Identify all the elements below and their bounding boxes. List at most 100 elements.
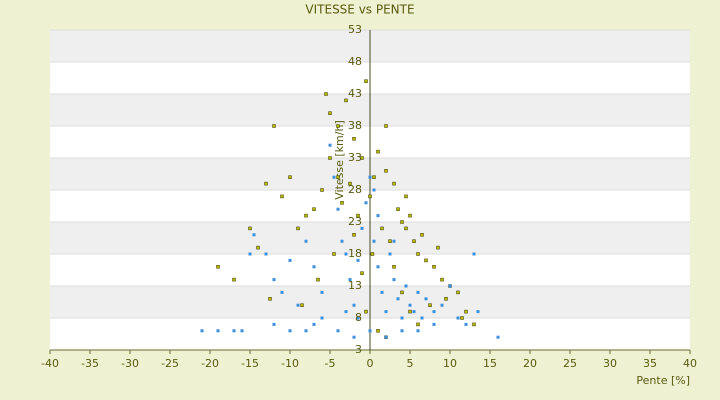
point	[372, 239, 376, 243]
point	[408, 213, 412, 218]
point	[436, 245, 440, 250]
point	[440, 303, 444, 307]
point	[328, 143, 332, 147]
point	[400, 316, 404, 320]
point	[344, 310, 348, 314]
point	[348, 278, 352, 282]
point	[400, 329, 404, 333]
point	[340, 201, 344, 205]
point	[392, 278, 396, 282]
point	[384, 310, 388, 314]
x-tick-label: 10	[443, 357, 457, 370]
point	[356, 213, 360, 218]
point	[416, 329, 420, 333]
point	[368, 194, 372, 199]
point	[380, 226, 384, 231]
x-tick-label: 15	[483, 357, 497, 370]
point	[336, 329, 340, 333]
point	[392, 265, 396, 269]
point	[376, 329, 380, 333]
point	[364, 79, 368, 83]
point	[312, 207, 316, 211]
point	[232, 329, 236, 333]
point	[336, 207, 340, 211]
point	[312, 322, 316, 326]
point	[280, 194, 284, 199]
point	[420, 316, 424, 320]
point	[280, 290, 284, 294]
point	[304, 213, 308, 218]
point	[288, 258, 292, 262]
point	[316, 277, 320, 282]
point	[216, 329, 220, 333]
x-tick-label: -35	[81, 357, 99, 370]
point	[392, 239, 396, 243]
y-tick-label: 38	[348, 119, 362, 132]
point	[404, 284, 408, 288]
point	[332, 252, 336, 256]
chart-title: VITESSE vs PENTE	[305, 3, 414, 17]
point	[296, 226, 300, 231]
point	[248, 252, 252, 256]
point	[376, 149, 380, 154]
point	[328, 156, 332, 160]
point	[424, 258, 428, 263]
point	[272, 322, 276, 326]
point	[248, 226, 252, 231]
point	[392, 181, 396, 186]
point	[368, 175, 372, 179]
point	[372, 188, 376, 192]
x-tick-label: 5	[407, 357, 414, 370]
x-tick-label: -30	[121, 357, 139, 370]
point	[448, 284, 452, 288]
point	[460, 316, 464, 320]
point	[304, 329, 308, 333]
point	[424, 297, 428, 301]
point	[328, 111, 332, 115]
point	[408, 303, 412, 307]
point	[472, 322, 476, 327]
x-tick-label: 35	[643, 357, 657, 370]
point	[360, 156, 364, 160]
point	[376, 265, 380, 269]
x-tick-label: -15	[241, 357, 259, 370]
point	[272, 124, 276, 128]
point	[296, 303, 300, 307]
point	[336, 124, 340, 128]
point	[432, 265, 436, 269]
point	[432, 310, 436, 314]
point	[456, 290, 460, 295]
y-tick-label: 13	[348, 279, 362, 292]
x-tick-label: 20	[523, 357, 537, 370]
x-tick-label: 25	[563, 357, 577, 370]
point	[320, 316, 324, 320]
point	[312, 265, 316, 269]
x-tick-label: 30	[603, 357, 617, 370]
point	[352, 233, 356, 237]
point	[388, 252, 392, 256]
point	[476, 310, 480, 314]
y-axis-label: Vitesse [km/h]	[333, 120, 346, 200]
point	[320, 290, 324, 294]
point	[412, 310, 416, 314]
point	[216, 265, 220, 269]
point	[344, 98, 348, 103]
point	[370, 252, 375, 256]
point	[416, 252, 420, 256]
point	[344, 252, 348, 256]
point	[440, 277, 444, 282]
point	[456, 316, 460, 320]
point	[288, 175, 292, 179]
point	[464, 322, 468, 326]
x-tick-label: -25	[161, 357, 179, 370]
y-tick-label: 23	[348, 215, 362, 228]
point	[388, 239, 392, 243]
y-tick-label: 8	[355, 311, 362, 324]
x-tick-label: -10	[281, 357, 299, 370]
point	[384, 169, 388, 173]
point	[256, 245, 260, 250]
point	[400, 220, 404, 224]
point	[356, 316, 360, 320]
